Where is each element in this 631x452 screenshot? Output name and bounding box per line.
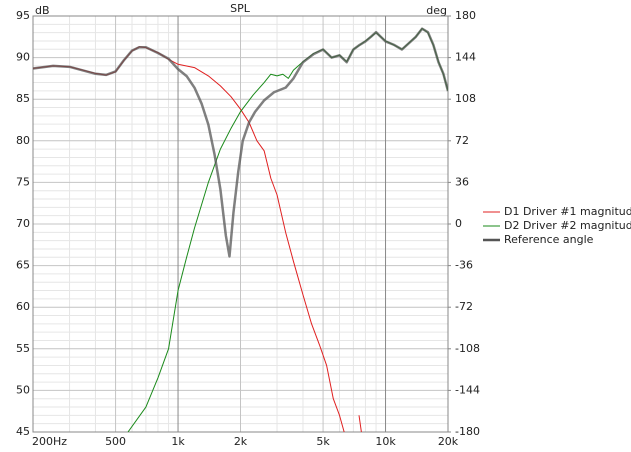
y-tick-label: 60: [16, 300, 30, 313]
y-tick-label: 50: [16, 383, 30, 396]
y2-tick-label: 36: [455, 175, 469, 188]
legend-label: D2 Driver #2 magnitude: [504, 219, 631, 232]
plot-frame: [32, 15, 449, 433]
x-tick-label: 10k: [375, 435, 396, 448]
y2-tick-label: 0: [455, 217, 462, 230]
y-tick-label: 80: [16, 134, 30, 147]
y2-tick-label: 180: [455, 9, 476, 22]
y2-tick-label: -72: [455, 300, 473, 313]
y-tick-label: 75: [16, 175, 30, 188]
y-tick-label: 65: [16, 259, 30, 272]
y2-tick-label: 108: [455, 92, 476, 105]
y2-tick-label: 144: [455, 51, 476, 64]
series-line: [33, 27, 448, 258]
y-tick-label: 90: [16, 51, 30, 64]
y2-axis-label: deg: [426, 4, 447, 17]
y-tick-label: 95: [16, 9, 30, 22]
x-tick-label: 5k: [316, 435, 330, 448]
x-tick-label: 500: [105, 435, 126, 448]
y2-tick-label: -108: [455, 342, 480, 355]
chart-title: SPL: [230, 2, 251, 15]
legend-label: D1 Driver #1 magnitude: [504, 205, 631, 218]
y-axis-label: dB: [35, 4, 50, 17]
y2-tick-label: -144: [455, 383, 480, 396]
x-tick-label: 1k: [171, 435, 185, 448]
y-tick-label: 85: [16, 92, 30, 105]
x-tick-label: 200Hz: [32, 435, 67, 448]
y-tick-label: 45: [16, 425, 30, 438]
y2-tick-label: 72: [455, 134, 469, 147]
y2-tick-label: -180: [455, 425, 480, 438]
x-tick-label: 2k: [234, 435, 248, 448]
plot-area: [33, 27, 448, 432]
y-tick-label: 70: [16, 217, 30, 230]
y2-tick-label: -36: [455, 259, 473, 272]
x-tick-label: 20k: [438, 435, 459, 448]
y-tick-label: 55: [16, 342, 30, 355]
legend-label: Reference angle: [504, 233, 594, 246]
